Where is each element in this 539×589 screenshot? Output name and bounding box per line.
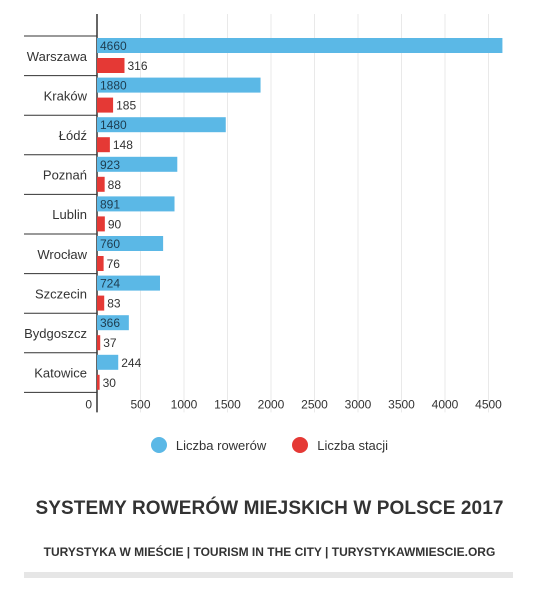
- category-label: Szczecin: [35, 286, 87, 301]
- data-label-stations: 83: [107, 297, 121, 311]
- data-label-stations: 316: [127, 59, 147, 73]
- legend-label-bikes: Liczba rowerów: [175, 437, 267, 453]
- data-label-bikes: 891: [100, 197, 120, 211]
- x-tick-label: 2500: [301, 397, 328, 411]
- data-label-bikes: 1480: [100, 118, 127, 132]
- bar-bikes: [97, 275, 160, 291]
- x-tick-label: 3500: [388, 397, 415, 411]
- bar-stations: [97, 58, 125, 73]
- bar-bikes: [97, 196, 175, 212]
- category-label: Warszawa: [27, 49, 88, 64]
- data-label-stations: 185: [116, 99, 136, 113]
- x-tick-label: 0: [85, 397, 92, 411]
- x-tick-label: 4000: [432, 397, 459, 411]
- bar-bikes: [97, 236, 164, 251]
- category-label: Łódź: [59, 128, 87, 143]
- bar-bikes: [97, 38, 503, 53]
- x-axis-ticks: 0 500 1000 1500 2000 2500 3000 3500 4000 4500: [85, 397, 502, 411]
- bar-stations: [97, 176, 105, 192]
- data-label-bikes: 1880: [100, 79, 127, 93]
- data-label-stations: 90: [108, 217, 122, 231]
- legend-label-stations: Liczba stacji: [317, 437, 389, 453]
- bar-stations: [97, 97, 114, 113]
- bar-bikes: [97, 77, 261, 93]
- category-label: Poznań: [43, 168, 87, 183]
- chart-title: SYSTEMY ROWERÓW MIEJSKICH W POLSCE 2017: [35, 498, 504, 519]
- x-tick-label: 1500: [214, 397, 241, 411]
- category-label: Lublin: [52, 207, 87, 222]
- category-label: Bydgoszcz: [24, 326, 87, 341]
- bar-bikes: [97, 354, 119, 370]
- category-label: Kraków: [44, 88, 88, 103]
- legend-swatch-stations: [292, 437, 309, 453]
- legend-swatch-bikes: [150, 437, 167, 453]
- category-label: Wrocław: [37, 247, 87, 262]
- bar-stations: [97, 137, 110, 153]
- bar-bikes: [97, 117, 226, 133]
- data-label-stations: 76: [107, 257, 121, 271]
- x-tick-label: 500: [130, 397, 150, 411]
- data-label-bikes: 4660: [100, 39, 127, 53]
- category-rows: Warszawa Kraków Łódź Poznań Lublin Wrocław Szc…: [24, 35, 97, 393]
- legend-item-bikes: Liczba rowerów: [150, 437, 267, 453]
- data-label-bikes: 724: [100, 277, 120, 291]
- data-label-bikes: 366: [100, 316, 120, 330]
- bar-bikes: [97, 156, 178, 172]
- x-tick-label: 1000: [171, 397, 198, 411]
- footer-divider: [24, 572, 513, 578]
- data-label-bikes: 760: [100, 237, 120, 251]
- legend-item-stations: Liczba stacji: [292, 437, 388, 453]
- bar-chart: Warszawa Kraków Łódź Poznań Lublin Wrocław Szc…: [24, 14, 503, 413]
- data-label-stations: 88: [108, 178, 122, 192]
- data-label-bikes: 244: [121, 356, 141, 370]
- bar-stations: [97, 335, 101, 351]
- data-label-stations: 30: [103, 376, 117, 390]
- gridlines: [96, 14, 489, 413]
- legend: Liczba rowerów Liczba stacji: [0, 437, 539, 453]
- bar-stations: [97, 374, 100, 390]
- x-tick-label: 2000: [258, 397, 285, 411]
- bar-bikes: [97, 315, 129, 331]
- data-label-stations: 37: [103, 336, 117, 350]
- x-tick-label: 3000: [345, 397, 372, 411]
- bar-stations: [97, 295, 105, 311]
- x-tick-label: 4500: [475, 397, 502, 411]
- category-label: Katowice: [34, 366, 87, 381]
- data-label-bikes: 923: [100, 158, 120, 172]
- bar-stations: [97, 216, 105, 232]
- data-label-stations: 148: [113, 138, 133, 152]
- chart-subtitle: TURYSTYKA W MIEŚCIE | TOURISM IN THE CIT…: [43, 545, 496, 559]
- bar-stations: [97, 256, 104, 271]
